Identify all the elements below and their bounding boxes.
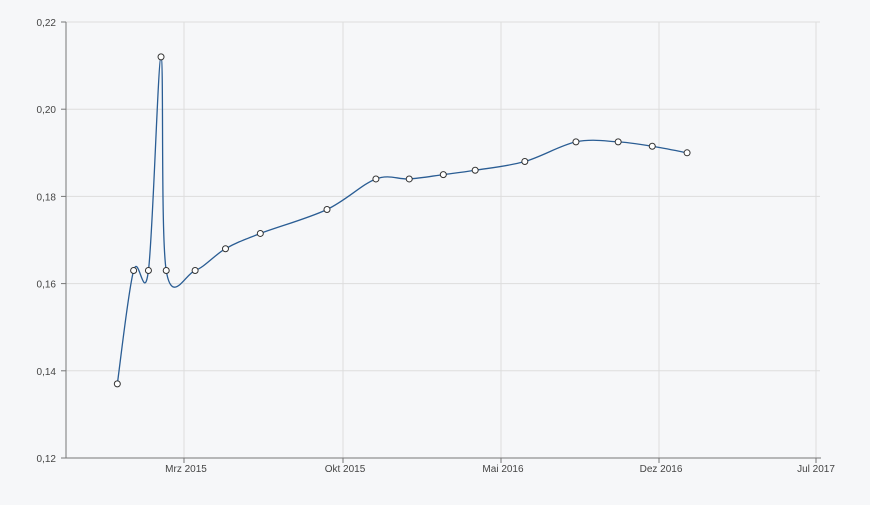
data-point xyxy=(521,158,529,166)
data-point xyxy=(683,149,691,157)
grid xyxy=(66,21,820,459)
data-point xyxy=(372,175,380,183)
data-point xyxy=(648,142,656,150)
data-point xyxy=(221,245,229,253)
data-point xyxy=(405,175,413,183)
series-line xyxy=(116,56,688,384)
data-point xyxy=(162,267,170,275)
axes xyxy=(61,21,821,463)
y-tick-label: 0,22 xyxy=(37,18,57,29)
data-point xyxy=(191,267,199,275)
y-tick-label: 0,20 xyxy=(37,105,57,116)
data-point xyxy=(471,166,479,174)
x-tick-label: Dez 2016 xyxy=(640,464,683,475)
series xyxy=(113,53,691,388)
data-point xyxy=(439,171,447,179)
x-tick-label: Jul 2017 xyxy=(797,464,835,475)
data-point xyxy=(144,267,152,275)
data-point xyxy=(130,267,138,275)
plot-area xyxy=(66,22,820,458)
x-tick-label: Mrz 2015 xyxy=(165,464,207,475)
data-point xyxy=(614,138,622,146)
y-tick-label: 0,12 xyxy=(37,454,57,465)
data-point xyxy=(256,229,264,237)
y-tick-label: 0,18 xyxy=(37,192,57,203)
y-tick-label: 0,16 xyxy=(37,280,57,291)
data-point xyxy=(323,205,331,213)
data-point xyxy=(572,138,580,146)
data-point xyxy=(157,53,165,61)
y-tick-label: 0,14 xyxy=(37,367,57,378)
x-tick-label: Okt 2015 xyxy=(325,464,366,475)
tick-labels: 0,12 0,14 0,16 0,18 0,20 0,22 Mrz 2015 Okt 2015… xyxy=(37,18,836,475)
x-tick-label: Mai 2016 xyxy=(482,464,524,475)
data-point xyxy=(113,380,121,388)
